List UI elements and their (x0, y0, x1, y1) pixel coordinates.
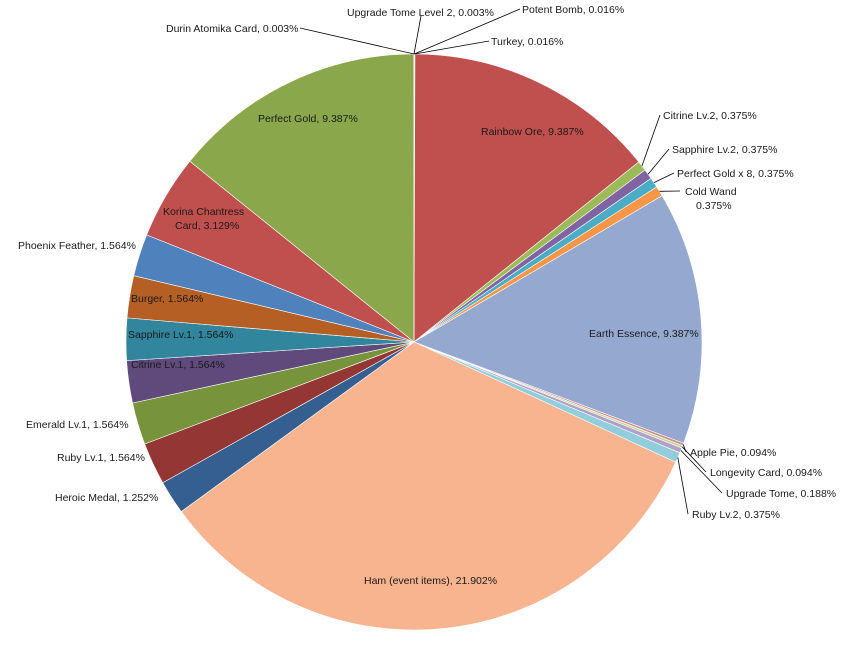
pie-slice-13 (180, 341, 677, 631)
data-label-potent-bomb: Potent Bomb, 0.016% (522, 4, 624, 16)
pie-slice-8 (413, 195, 703, 444)
leader-line-5 (647, 148, 670, 175)
data-label-emerald-lv1: Emerald Lv.1, 1.564% (26, 419, 129, 431)
leader-line-10 (681, 446, 707, 473)
pie-slice-3 (413, 53, 640, 343)
data-label-durin-atomika-card: Durin Atomika Card, 0.003% (166, 23, 298, 35)
leader-line-12 (677, 457, 689, 515)
data-label-sapphire-lv2: Sapphire Lv.2, 0.375% (672, 144, 777, 156)
data-label-phoenix-feather: Phoenix Feather, 1.564% (18, 240, 136, 252)
data-label-ruby-lv2: Ruby Lv.2, 0.375% (692, 509, 780, 521)
leader-line-2 (414, 40, 490, 55)
data-label-burger: Burger, 1.564% (131, 293, 203, 305)
cold-wand-line-2: 0.375% (696, 200, 732, 212)
data-label-heroic-medal: Heroic Medal, 1.252% (55, 492, 158, 504)
data-label-citrine-lv2: Citrine Lv.2, 0.375% (663, 110, 757, 122)
data-label-longevity-card: Longevity Card, 0.094% (710, 467, 822, 479)
leader-line-4 (641, 114, 661, 167)
leader-line-0 (413, 15, 422, 55)
data-label-korina-chantress-card: Korina Chantress Card, 3.129% (163, 206, 247, 232)
data-label-ham: Ham (event items), 21.902% (364, 575, 497, 587)
leader-line-11 (680, 450, 723, 494)
data-label-apple-pie: Apple Pie, 0.094% (690, 447, 776, 459)
leader-lines (299, 8, 723, 515)
leader-line-23 (299, 27, 415, 55)
data-label-upgrade-tome-level-2: Upgrade Tome Level 2, 0.003% (347, 7, 494, 19)
data-label-rainbow-ore: Rainbow Ore, 9.387% (481, 126, 584, 138)
data-label-citrine-lv1: Citrine Lv.1, 1.564% (131, 359, 225, 371)
pie-slices (125, 53, 703, 631)
data-label-sapphire-lv1: Sapphire Lv.1, 1.564% (128, 329, 233, 341)
data-label-cold-wand: Cold Wand 0.375% (685, 186, 739, 212)
data-label-ruby-lv1: Ruby Lv.1, 1.564% (57, 452, 145, 464)
pie-slice-22 (189, 53, 415, 343)
data-label-upgrade-tome: Upgrade Tome, 0.188% (726, 488, 836, 500)
cold-wand-line-1: Cold Wand (685, 186, 737, 198)
data-label-turkey: Turkey, 0.016% (491, 36, 563, 48)
data-label-perfect-gold-x8: Perfect Gold x 8, 0.375% (677, 168, 794, 180)
korina-line-2: Card, 3.129% (175, 220, 239, 232)
data-label-earth-essence: Earth Essence, 9.387% (589, 328, 699, 340)
data-label-perfect-gold: Perfect Gold, 9.387% (258, 113, 358, 125)
korina-line-1: Korina Chantress (163, 206, 244, 218)
leader-line-1 (414, 8, 521, 55)
leader-line-6 (653, 172, 675, 183)
